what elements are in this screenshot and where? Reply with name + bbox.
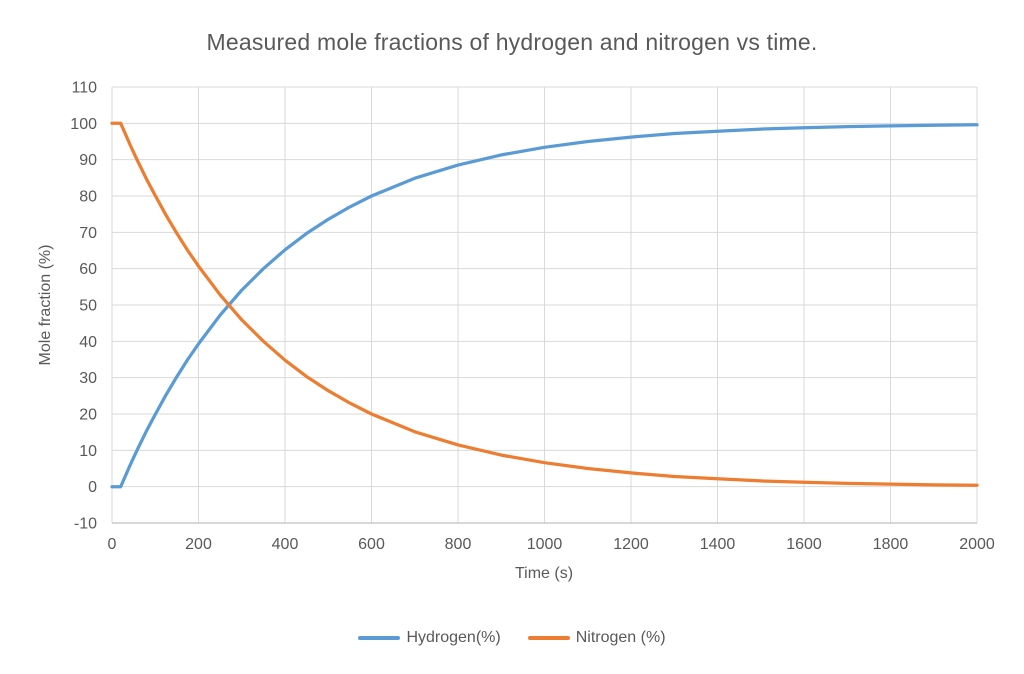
y-tick-label: 100 <box>70 116 97 133</box>
legend-item-hydrogen: Hydrogen(%) <box>358 629 501 647</box>
x-tick-label: 1400 <box>700 536 736 553</box>
legend-item-nitrogen: Nitrogen (%) <box>527 629 666 647</box>
x-tick-label: 1200 <box>613 536 649 553</box>
y-tick-label: 30 <box>79 370 97 387</box>
x-axis-title: Time (s) <box>514 565 574 582</box>
y-tick-label: 60 <box>79 261 97 278</box>
legend: Hydrogen(%) Nitrogen (%) <box>0 629 1024 647</box>
y-tick-label: 20 <box>79 407 97 424</box>
y-tick-label: 10 <box>79 443 97 460</box>
x-tick-label: 800 <box>445 536 472 553</box>
y-tick-label: 70 <box>79 225 97 242</box>
x-tick-label: 400 <box>272 536 299 553</box>
series-line-nitrogen <box>110 121 979 487</box>
y-tick-label: 110 <box>71 80 97 97</box>
y-tick-label: 0 <box>88 479 97 496</box>
x-tick-label: 2000 <box>959 536 995 553</box>
legend-label-hydrogen: Hydrogen(%) <box>406 629 501 646</box>
series-line-hydrogen <box>110 123 979 489</box>
legend-line-nitrogen <box>527 636 570 640</box>
x-tick-label: 1000 <box>527 536 563 553</box>
x-tick-label: 0 <box>108 536 117 553</box>
y-tick-label: 80 <box>79 189 97 206</box>
x-tick-label: 600 <box>358 536 385 553</box>
legend-label-nitrogen: Nitrogen (%) <box>575 629 666 646</box>
y-tick-label: 40 <box>79 334 97 351</box>
legend-line-hydrogen <box>358 636 401 640</box>
x-tick-label: 200 <box>185 536 212 553</box>
y-tick-label: 90 <box>79 152 97 169</box>
y-tick-label: 50 <box>79 298 97 315</box>
chart-title: Measured mole fractions of hydrogen and … <box>206 29 818 55</box>
x-tick-label: 1800 <box>873 536 909 553</box>
x-tick-label: 1600 <box>786 536 822 553</box>
y-tick-label: -10 <box>74 516 97 533</box>
